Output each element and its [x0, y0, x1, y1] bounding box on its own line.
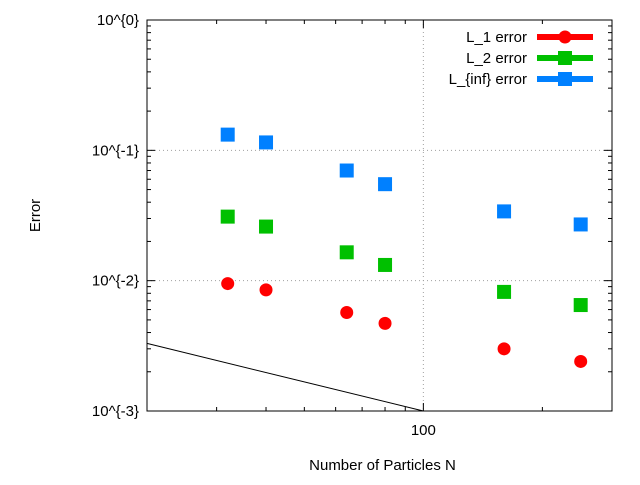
data-point [259, 283, 273, 297]
y-tick-label: 10^{-3} [92, 403, 139, 420]
data-point [378, 257, 393, 272]
data-point [340, 305, 354, 319]
x-axis-label: Number of Particles N [309, 457, 456, 474]
data-point [339, 163, 354, 178]
data-point [497, 204, 512, 219]
series-1 [221, 277, 588, 368]
data-point [573, 298, 588, 313]
data-point [378, 316, 392, 330]
data-points [220, 127, 588, 368]
plot-frame [146, 19, 613, 412]
data-point [573, 217, 588, 232]
y-tick-label: 10^{0} [97, 12, 139, 29]
data-point [221, 277, 235, 291]
data-point [259, 219, 274, 234]
data-point [339, 245, 354, 260]
series-3 [220, 127, 588, 232]
y-tick-label: 10^{-1} [92, 142, 139, 159]
y-axis-label: Error [27, 199, 44, 232]
legend-swatch-marker [558, 51, 572, 65]
axis-ticks: 10^{-3} 10^{-2} 10^{-1} 10^{0} 100 [92, 12, 613, 439]
legend: L_1 error L_2 error L_{inf} error [449, 29, 593, 88]
data-point [259, 135, 274, 150]
data-point [220, 127, 235, 142]
data-point [497, 284, 512, 299]
data-point [497, 342, 511, 356]
grid [147, 20, 612, 411]
x-tick-label: 100 [411, 422, 436, 439]
series-2 [220, 209, 588, 313]
data-point [378, 177, 393, 192]
legend-swatch-marker [558, 72, 572, 86]
y-tick-label: 10^{-2} [92, 273, 139, 290]
axis-labels: Number of Particles N Error [27, 199, 456, 474]
legend-label: L_{inf} error [449, 71, 527, 88]
legend-swatch-marker [558, 30, 572, 44]
data-point [574, 354, 588, 368]
reference-line [146, 342, 424, 412]
legend-label: L_2 error [466, 50, 527, 67]
legend-label: L_1 error [466, 29, 527, 46]
reference-line-group [146, 342, 424, 412]
data-point [220, 209, 235, 224]
